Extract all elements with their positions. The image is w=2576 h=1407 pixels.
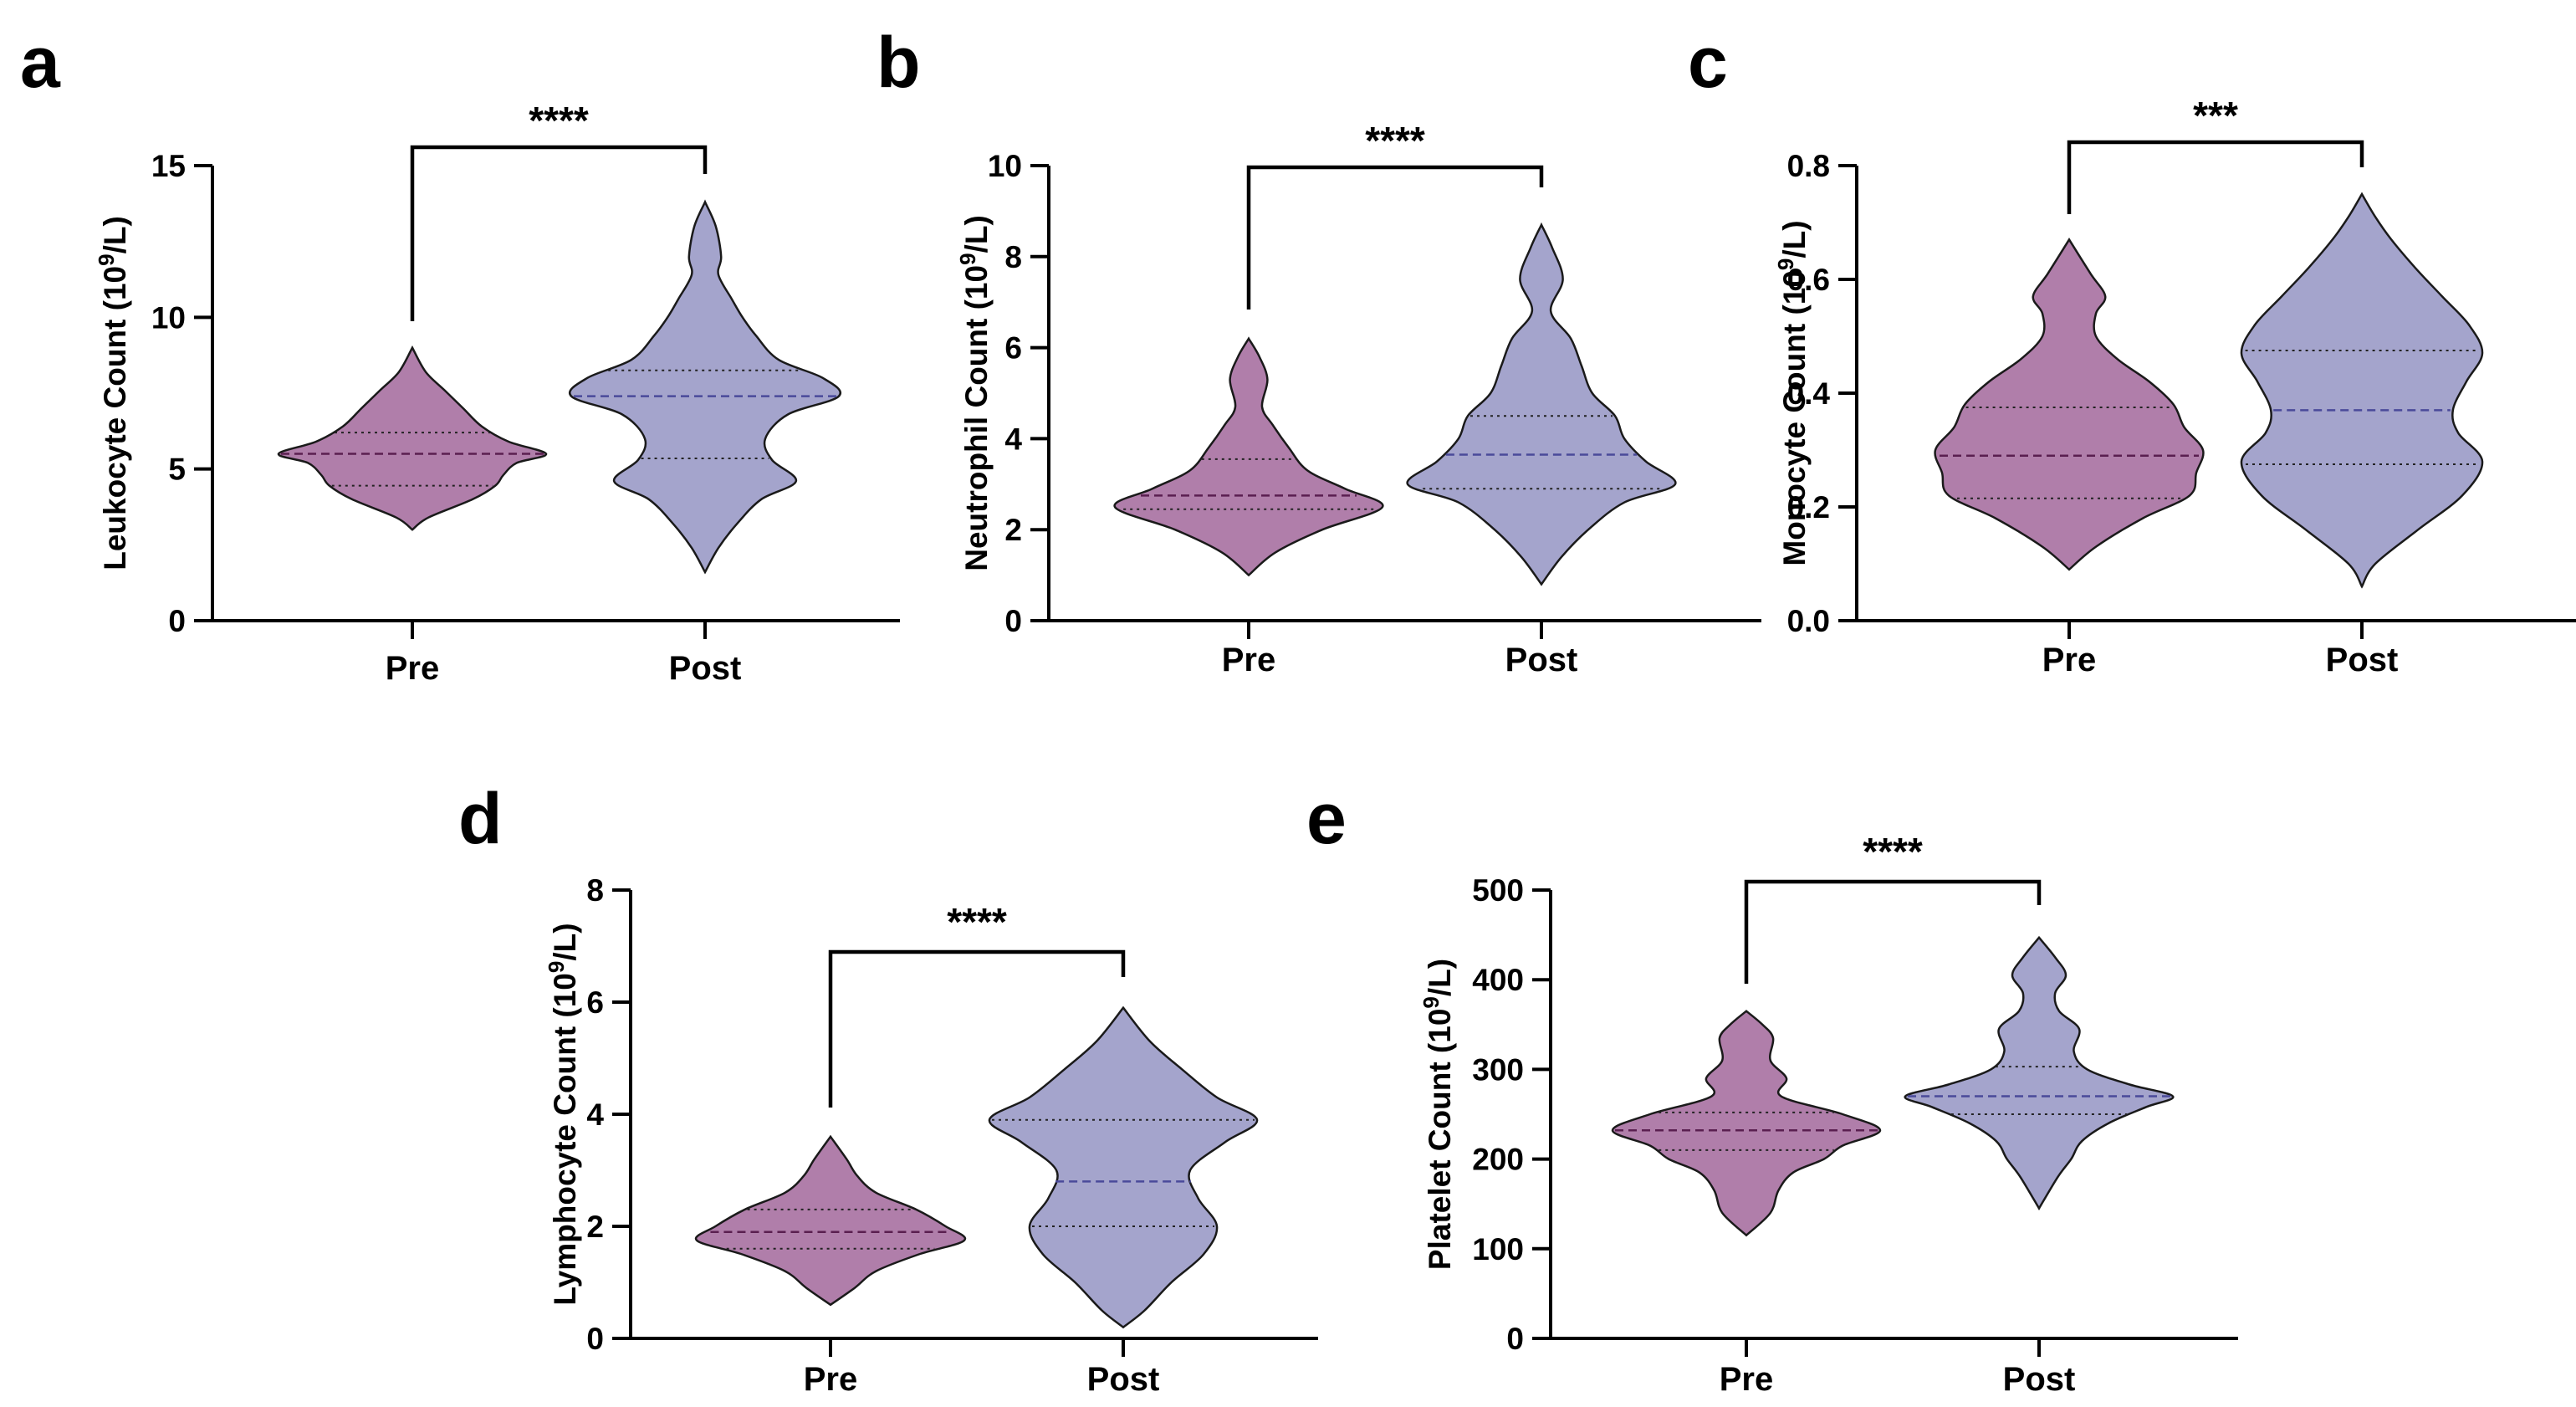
x-category-label: Pre [804, 1361, 858, 1398]
y-axis-title-text: Neutrophil Count (10 [959, 265, 994, 571]
y-tick-label: 200 [1472, 1143, 1524, 1177]
y-tick-label: 8 [1004, 240, 1022, 274]
significance-label: **** [947, 900, 1007, 944]
violin-pre [277, 345, 548, 531]
panel-c: c 0.0 0.2 0.4 0.6 0.8 Pre Post Monocyte Count (1… [1688, 23, 2576, 678]
significance-bracket [1246, 165, 1544, 310]
y-tick-label: 15 [151, 149, 186, 183]
y-axis-title-superscript: 9 [1773, 258, 1798, 270]
panel-e: e 0 100 200 300 400 500 Pre Post Platelet Count (… [1306, 779, 2238, 1398]
y-tick-label: 500 [1472, 873, 1524, 908]
y-tick-label: 100 [1472, 1232, 1524, 1266]
y-tick-label: 0.0 [1787, 604, 1830, 638]
y-tick-label: 2 [1004, 513, 1022, 547]
y-tick-label: 10 [988, 149, 1022, 183]
y-axis-title-unit: /L) [1423, 959, 1457, 996]
x-category-label: Post [1087, 1361, 1160, 1398]
significance-bracket [410, 145, 708, 321]
violin-post [569, 199, 841, 575]
y-axis-title-superscript: 9 [1418, 996, 1444, 1008]
y-tick-label: 0 [586, 1322, 604, 1356]
y-axis-title: Monocyte Count (109/L) [1773, 220, 1812, 565]
x-category-label: Pre [386, 650, 440, 687]
x-category-label: Post [669, 650, 742, 687]
panel-letter: c [1688, 23, 1728, 103]
y-axis-title-unit: /L) [98, 216, 132, 253]
y-tick-label: 5 [168, 453, 186, 487]
x-category-label: Post [2003, 1361, 2076, 1398]
y-axis-title: Leukocyte Count (109/L) [94, 216, 132, 570]
significance-label: **** [1863, 830, 1923, 873]
panel-letter: b [877, 23, 921, 103]
x-category-label: Pre [2042, 642, 2097, 678]
y-tick-label: 300 [1472, 1052, 1524, 1087]
y-tick-label: 0.8 [1787, 149, 1830, 183]
y-tick-label: 8 [586, 873, 604, 908]
y-axis-title-superscript: 9 [544, 961, 569, 973]
x-category-label: Pre [1720, 1361, 1774, 1398]
y-axis-title: Lymphocyte Count (109/L) [544, 923, 582, 1305]
panel-d: d 0 2 4 6 8 Pre Post Lymphocyte Count (109/L) ***… [458, 779, 1318, 1398]
y-axis-title-unit: /L) [548, 923, 582, 960]
violin-pre [694, 1134, 967, 1307]
y-tick-label: 6 [1004, 331, 1022, 366]
panel-letter: d [458, 779, 503, 859]
panel-letter: a [20, 23, 61, 103]
panel-a: a 0 5 10 15 Pre Post Leukocyte Count (109/L) ***… [20, 23, 900, 687]
significance-label: **** [529, 99, 589, 142]
violin-pre [1113, 336, 1384, 577]
y-tick-label: 0.6 [1787, 263, 1830, 297]
violin-post [1406, 222, 1677, 586]
y-tick-label: 0 [1004, 604, 1022, 638]
significance-label: **** [1365, 119, 1425, 162]
significance-bracket [1744, 879, 2042, 984]
y-axis-title: Platelet Count (109/L) [1418, 959, 1457, 1270]
panel-b: b 0 2 4 6 8 10 Pre Post Neutrophil Count (109/L) *… [877, 23, 1761, 678]
y-axis-title-text: Leukocyte Count (10 [98, 266, 132, 570]
violin-post [988, 1005, 1259, 1329]
y-tick-label: 0.2 [1787, 490, 1830, 524]
y-axis-title-unit: /L) [1777, 220, 1812, 258]
y-axis-title-text: Lymphocyte Count (10 [548, 973, 582, 1305]
violin-post [2240, 192, 2484, 589]
y-axis-title-superscript: 9 [94, 253, 119, 265]
y-tick-label: 400 [1472, 963, 1524, 997]
violin-pre [1611, 1010, 1882, 1237]
significance-bracket [2067, 140, 2364, 214]
y-axis-title-superscript: 9 [955, 253, 980, 264]
y-axis-title-text: Monocyte Count (10 [1777, 270, 1812, 566]
y-axis-title-text: Platelet Count (10 [1423, 1009, 1457, 1271]
violin-pre [1934, 238, 2205, 571]
x-category-label: Post [2326, 642, 2399, 678]
y-tick-label: 0 [1506, 1322, 1524, 1356]
y-tick-label: 10 [151, 300, 186, 335]
y-tick-label: 2 [586, 1210, 604, 1244]
y-tick-label: 4 [586, 1097, 604, 1132]
x-category-label: Post [1505, 642, 1578, 678]
y-tick-label: 0.4 [1787, 376, 1831, 411]
violin-post [1904, 935, 2175, 1210]
significance-bracket [828, 949, 1126, 1108]
y-tick-label: 6 [586, 985, 604, 1020]
significance-label: *** [2193, 94, 2238, 137]
x-category-label: Pre [1222, 642, 1276, 678]
y-axis-title: Neutrophil Count (109/L) [955, 215, 994, 571]
y-tick-label: 0 [168, 604, 186, 638]
y-axis-title-unit: /L) [959, 215, 994, 253]
y-tick-label: 4 [1004, 422, 1022, 456]
panel-letter: e [1306, 779, 1347, 859]
